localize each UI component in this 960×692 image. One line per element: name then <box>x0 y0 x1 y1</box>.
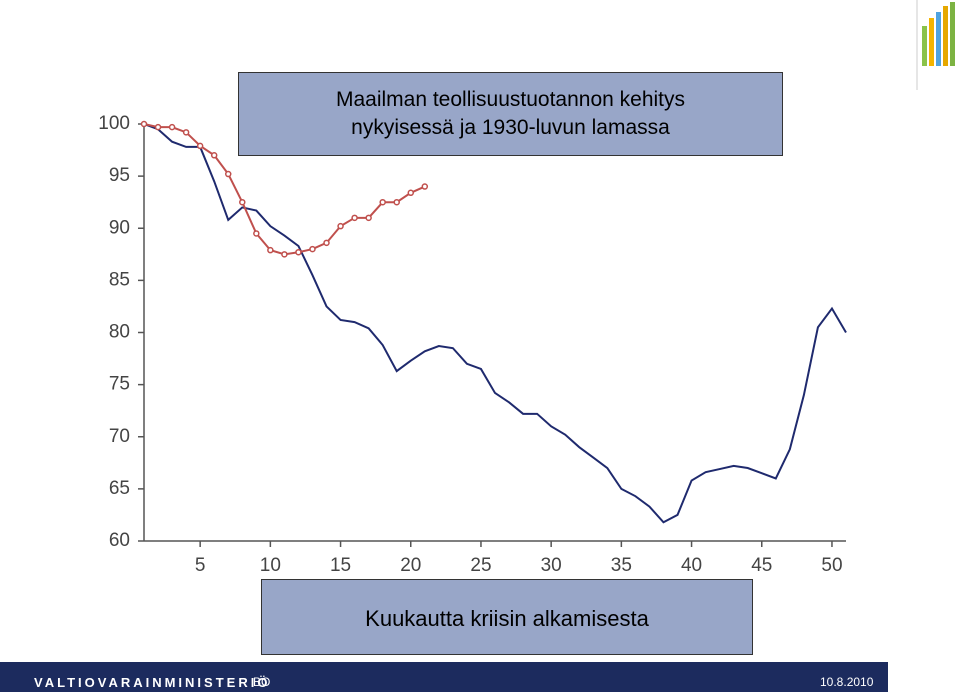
x-tick-label: 30 <box>541 555 562 576</box>
point-marker <box>337 222 344 230</box>
y-tick-label: 60 <box>109 530 130 551</box>
x-tick-label: 20 <box>400 555 421 576</box>
author: BO <box>253 675 271 689</box>
y-tick-label: 85 <box>109 269 130 290</box>
series-line <box>143 123 847 524</box>
x-tick-label: 10 <box>260 555 281 576</box>
point-marker <box>407 189 415 197</box>
point-marker <box>295 248 302 256</box>
x-tick-label: 35 <box>611 555 632 576</box>
chart-title: Maailman teollisuustuotannon kehitys nyk… <box>335 88 686 139</box>
point-marker <box>309 245 316 253</box>
point-marker <box>393 198 400 206</box>
point-marker <box>239 198 246 206</box>
y-tick-label: 75 <box>109 374 130 395</box>
point-marker <box>281 251 288 258</box>
point-marker <box>210 152 218 159</box>
point-marker <box>196 142 204 150</box>
point-marker <box>379 198 386 206</box>
point-marker <box>267 246 274 254</box>
footer-bar <box>0 662 888 692</box>
point-marker <box>182 129 190 136</box>
point-marker <box>168 123 176 131</box>
page-number: 3 <box>915 675 922 689</box>
y-tick-label: 90 <box>109 217 130 238</box>
x-tick-label: 25 <box>470 555 491 576</box>
x-axis-label-box: Kuukautta kriisin alkamisesta <box>261 579 753 655</box>
point-marker <box>323 239 330 247</box>
title-box: Maailman teollisuustuotannon kehitys nyk… <box>238 72 783 156</box>
date: 10.8.2010 <box>820 675 874 689</box>
logo <box>916 0 955 90</box>
y-tick-label: 100 <box>98 113 130 134</box>
y-tick-label: 95 <box>109 165 130 186</box>
x-axis-label: Kuukautta kriisin alkamisesta <box>365 606 649 631</box>
y-tick-label: 80 <box>109 322 130 343</box>
x-tick-label: 15 <box>330 555 351 576</box>
x-tick-label: 45 <box>751 555 772 576</box>
x-tick-label: 50 <box>821 555 842 576</box>
point-marker <box>140 120 148 128</box>
point-marker <box>365 214 372 222</box>
point-marker <box>224 170 232 178</box>
point-marker <box>154 123 162 131</box>
y-tick-label: 65 <box>109 478 130 499</box>
point-marker <box>253 230 260 237</box>
point-marker <box>421 183 429 190</box>
organization: VALTIOVARAINMINISTERIÖ <box>34 675 271 690</box>
point-marker <box>351 214 358 222</box>
x-tick-label: 40 <box>681 555 702 576</box>
y-tick-label: 70 <box>109 426 130 447</box>
x-tick-label: 5 <box>195 555 206 576</box>
